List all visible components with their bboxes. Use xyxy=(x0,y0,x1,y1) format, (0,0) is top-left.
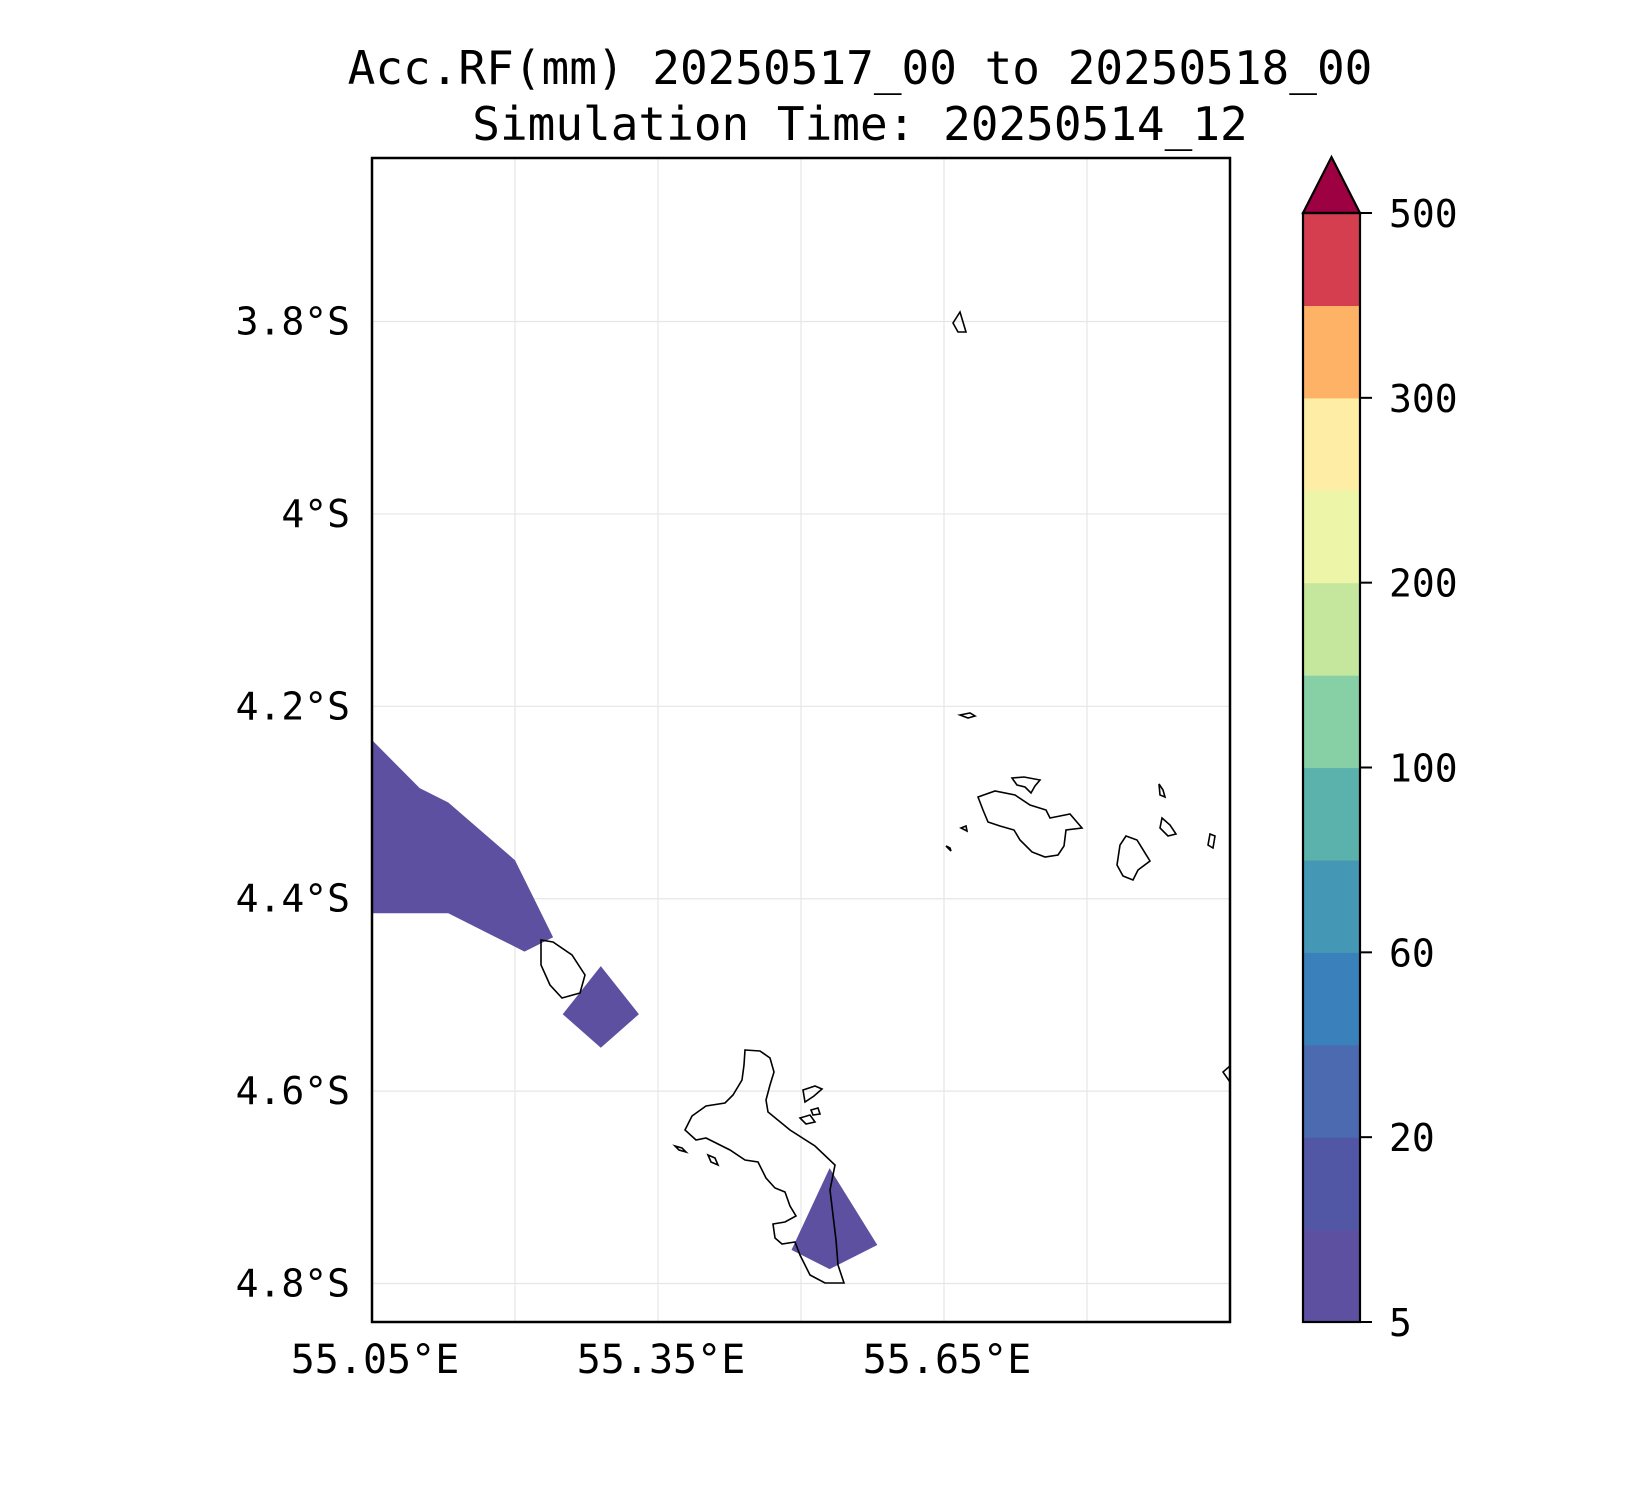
colorbar-segment xyxy=(1303,305,1360,399)
coastline-silhouette-island xyxy=(540,939,586,999)
coastlines xyxy=(540,310,1230,1284)
colorbar-tick-label: 500 xyxy=(1389,192,1458,236)
colorbar-segment xyxy=(1303,490,1360,584)
y-tick-label: 4.4°S xyxy=(236,877,350,921)
coastline-islet xyxy=(706,1153,720,1167)
y-tick-label: 4°S xyxy=(281,492,350,536)
colorbar-extend-triangle xyxy=(1301,154,1362,215)
coastline-islet xyxy=(809,1107,822,1116)
colorbar-tick-label: 20 xyxy=(1389,1116,1435,1160)
y-tick-label: 4.6°S xyxy=(236,1069,350,1113)
coastline-la-digue-island xyxy=(1116,835,1152,882)
coastline-islet xyxy=(1221,1065,1230,1083)
colorbar-tick-label: 200 xyxy=(1389,562,1458,606)
colorbar-segment xyxy=(1303,675,1360,769)
coastline-islet xyxy=(957,712,977,719)
colorbar-segment xyxy=(1303,952,1360,1046)
colorbar-tick-label: 100 xyxy=(1389,747,1458,791)
rainfall-region xyxy=(791,1168,878,1270)
coastline-curieuse-island xyxy=(1010,776,1042,795)
y-tick-label: 4.8°S xyxy=(236,1262,350,1306)
colorbar-segment xyxy=(1303,213,1360,307)
x-tick-label: 55.05°E xyxy=(291,1337,460,1383)
colorbar-segment xyxy=(1303,1137,1360,1231)
coastline-praslin-island xyxy=(976,790,1084,858)
colorbar: 5 20 60 100 200 300 500 xyxy=(1301,154,1458,1345)
coastline-islet xyxy=(802,1085,824,1104)
coastline-islet xyxy=(952,310,968,333)
rainfall-region xyxy=(372,740,554,952)
colorbar-tick-label: 300 xyxy=(1389,377,1458,421)
x-tick-label: 55.65°E xyxy=(863,1337,1032,1383)
coastline-mahe-island xyxy=(684,1049,846,1284)
x-tick-label: 55.35°E xyxy=(577,1337,746,1383)
x-axis: 55.05°E 55.35°E 55.65°E xyxy=(291,1337,1032,1383)
colorbar-segment xyxy=(1303,1229,1360,1323)
coastline-islet xyxy=(1207,832,1216,850)
y-tick-label: 4.2°S xyxy=(236,684,350,728)
y-axis: 3.8°S 4°S 4.2°S 4.4°S 4.6°S 4.8°S xyxy=(236,300,350,1306)
coastline-islet xyxy=(798,1114,817,1125)
map-title-line-1: Acc.RF(mm) 20250517_00 to 20250518_00 xyxy=(347,41,1373,95)
colorbar-segment xyxy=(1303,397,1360,491)
coastline-islet xyxy=(672,1144,689,1154)
rainfall-region xyxy=(562,966,639,1048)
rainfall-shading xyxy=(372,740,878,1270)
colorbar-segment xyxy=(1303,582,1360,676)
colorbar-segment xyxy=(1303,767,1360,861)
map-title-line-2: Simulation Time: 20250514_12 xyxy=(472,97,1248,151)
colorbar-segment xyxy=(1303,859,1360,953)
colorbar-tick-label: 60 xyxy=(1389,931,1435,975)
plot-frame xyxy=(370,156,1232,1324)
colorbar-segment xyxy=(1303,1044,1360,1138)
coastline-islet xyxy=(1158,783,1167,799)
gridlines xyxy=(372,158,1230,1322)
y-tick-label: 3.8°S xyxy=(236,300,350,344)
coastline-islet xyxy=(945,845,952,852)
coastline-islet xyxy=(959,824,969,833)
colorbar-tick-label: 5 xyxy=(1389,1301,1412,1345)
coastline-islet xyxy=(1159,816,1178,837)
